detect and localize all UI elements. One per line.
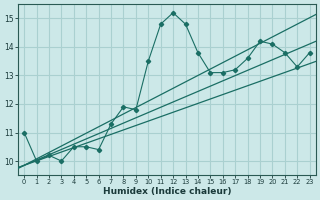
X-axis label: Humidex (Indice chaleur): Humidex (Indice chaleur) [103, 187, 231, 196]
